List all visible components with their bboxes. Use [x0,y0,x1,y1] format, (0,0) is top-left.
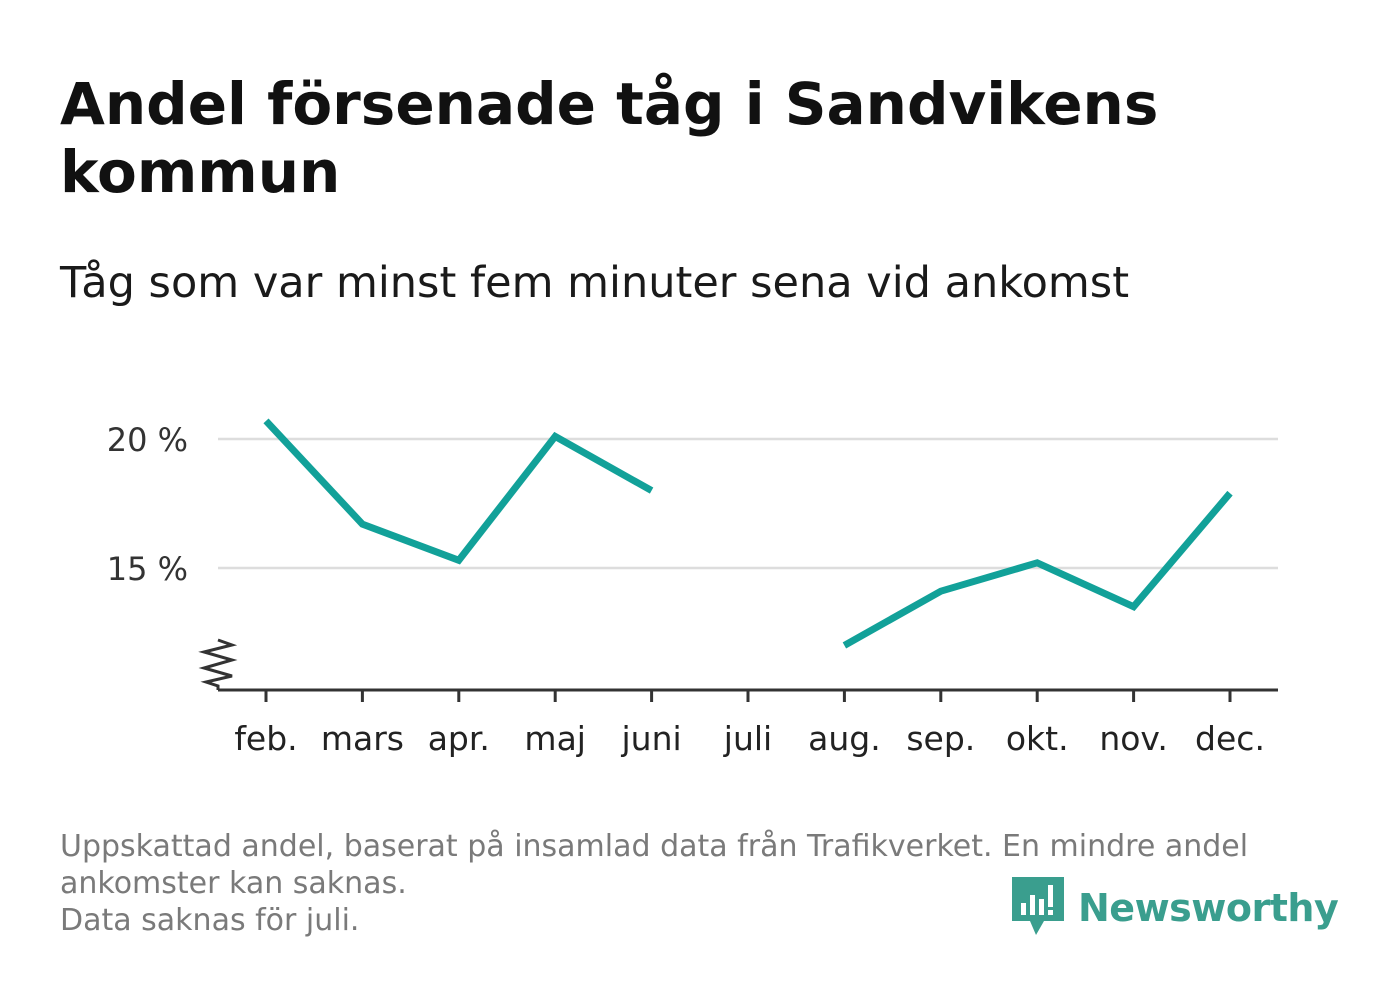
bar-chart-speech-bubble-icon [1012,877,1064,935]
brand-name: Newsworthy [1078,886,1339,930]
x-tick-label: juni [621,719,682,758]
footnote-line-2: ankomster kan saknas. [60,866,407,901]
chart-subtitle: Tåg som var minst fem minuter sena vid a… [60,258,1130,308]
x-tick-label: feb. [234,719,297,758]
footnote: Uppskattad andel, baserat på insamlad da… [60,828,1320,939]
y-tick-label: 20 % [107,421,188,459]
x-tick-label: mars [321,719,404,758]
x-tick-label: okt. [1006,719,1069,758]
grid-lines [218,437,1278,570]
y-tick-label: 15 % [107,550,188,588]
brand-logo: Newsworthy [1012,876,1339,940]
x-tick-label: apr. [428,719,490,758]
series-lines [263,418,1233,649]
y-axis-tick-labels: 15 % 20 % [107,421,188,588]
x-axis-tick-labels: feb. mars apr. maj juni juli aug. sep. okt. nov. d… [234,719,1265,758]
x-tick-label: sep. [906,719,975,758]
series-line-segment [263,418,654,565]
x-tick-label: juli [723,719,772,758]
x-tick-label: aug. [808,719,881,758]
chart-title: Andel försenade tåg i Sandvikens kommun [60,70,1159,206]
x-tick-label: maj [524,719,586,758]
footnote-line-1: Uppskattad andel, baserat på insamlad da… [60,829,1249,864]
series-line-segment [842,490,1233,649]
x-tick-label: dec. [1195,719,1265,758]
x-axis [198,638,1278,702]
axis-break-symbol [198,638,238,690]
x-tick-label: nov. [1099,719,1168,758]
footnote-line-3: Data saknas för juli. [60,903,360,938]
